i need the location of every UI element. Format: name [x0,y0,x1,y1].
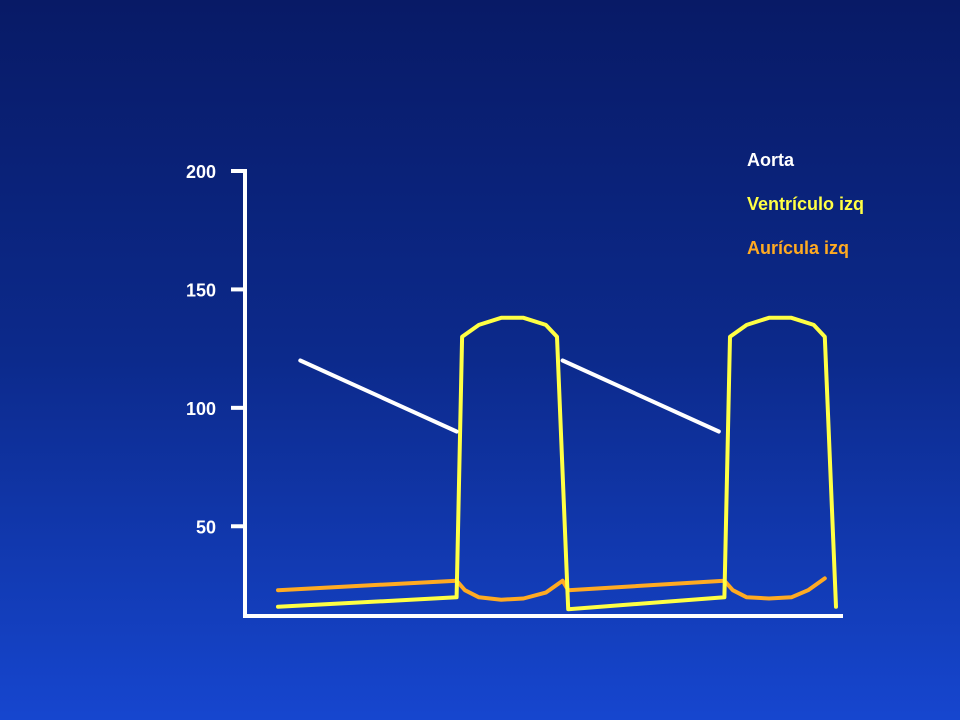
legend: Aorta Ventrículo izq Aurícula izq [747,150,864,258]
legend-item: Ventrículo izq [747,194,864,214]
series-line-aorta [298,358,459,434]
y-tick-label: 50 [196,517,216,537]
series-layer [276,315,838,612]
series-line-ventr-culo-izq [276,315,838,612]
y-ticks: 200 150 100 50 [186,162,247,537]
y-tick-label: 100 [186,399,216,419]
series-line-aur-cula-izq [276,576,827,602]
series-line-aorta [560,358,721,434]
legend-item: Aorta [747,150,795,170]
y-tick-label: 200 [186,162,216,182]
chart-axes [243,170,843,618]
y-tick-label: 150 [186,280,216,300]
legend-item: Aurícula izq [747,238,849,258]
